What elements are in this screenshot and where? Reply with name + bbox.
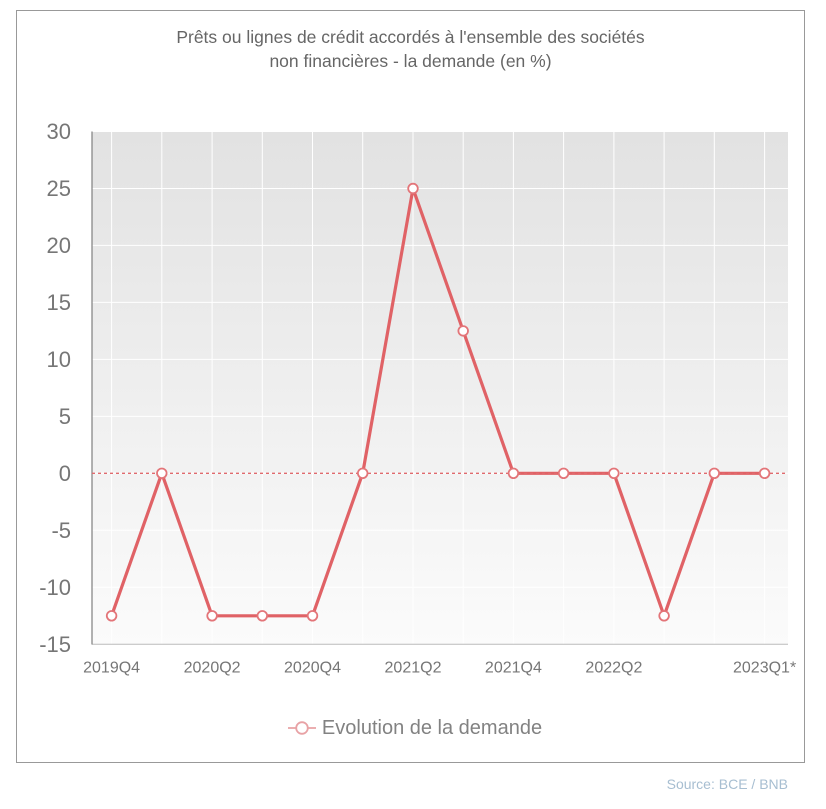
- svg-text:2022Q2: 2022Q2: [585, 660, 642, 677]
- svg-text:2021Q2: 2021Q2: [385, 660, 442, 677]
- svg-text:-5: -5: [51, 518, 71, 543]
- svg-text:-10: -10: [39, 575, 71, 600]
- svg-text:2023Q1*: 2023Q1*: [733, 660, 796, 677]
- svg-text:25: 25: [47, 176, 71, 201]
- svg-text:15: 15: [47, 290, 71, 315]
- svg-text:30: 30: [47, 119, 71, 144]
- svg-text:2020Q2: 2020Q2: [184, 660, 241, 677]
- svg-text:20: 20: [47, 233, 71, 258]
- svg-text:2021Q4: 2021Q4: [485, 660, 542, 677]
- svg-text:0: 0: [59, 461, 71, 486]
- svg-text:2019Q4: 2019Q4: [83, 660, 140, 677]
- svg-text:5: 5: [59, 404, 71, 429]
- svg-text:2020Q4: 2020Q4: [284, 660, 341, 677]
- svg-text:10: 10: [47, 347, 71, 372]
- svg-text:-15: -15: [39, 632, 71, 657]
